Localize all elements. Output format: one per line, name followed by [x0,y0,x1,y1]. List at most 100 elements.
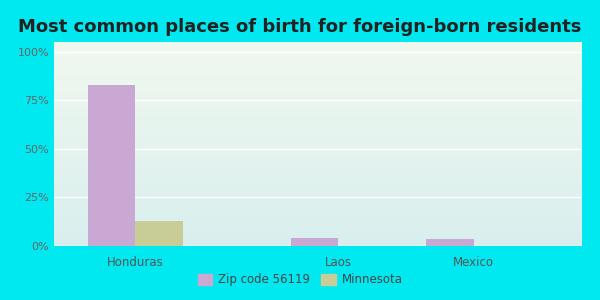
Bar [54,162,582,164]
Bar [54,167,582,169]
Bar [54,240,582,242]
Bar [54,67,582,68]
Bar [54,169,582,170]
Bar [54,119,582,122]
Bar [54,70,582,73]
Bar [54,140,582,142]
Bar [54,201,582,203]
Bar [54,156,582,158]
Bar [54,189,582,191]
Bar [54,81,582,83]
Bar [54,99,582,101]
Bar [54,116,582,118]
Bar [54,193,582,195]
Bar [54,132,582,134]
Bar [54,105,582,107]
Bar [54,175,582,177]
Bar [54,134,582,136]
Bar [54,77,582,79]
Bar [54,95,582,97]
Bar [54,148,582,150]
Bar [54,177,582,179]
Bar [54,209,582,211]
Bar [54,113,582,116]
Bar [54,205,582,207]
Bar [54,221,582,224]
Bar [135,221,182,246]
Bar [54,242,582,244]
Bar [54,191,582,193]
Bar [54,54,582,56]
Bar [54,46,582,48]
Bar [54,164,582,166]
Bar [54,207,582,209]
Bar [54,42,582,44]
Bar [54,213,582,215]
Bar [54,85,582,87]
Bar [54,89,582,91]
Bar [54,187,582,189]
Bar [54,130,582,132]
Bar [54,64,582,67]
Bar [54,103,582,105]
Bar [54,172,582,175]
Bar [54,91,582,93]
Bar [54,50,582,52]
Bar [54,56,582,58]
Bar [54,122,582,124]
Bar [54,128,582,130]
Bar [54,146,582,148]
Bar [88,85,135,246]
Bar [54,181,582,183]
Bar [54,68,582,70]
Bar [54,185,582,187]
Bar [54,93,582,95]
Bar [54,44,582,46]
Bar [54,136,582,138]
Bar [54,152,582,154]
Text: Most common places of birth for foreign-born residents: Most common places of birth for foreign-… [19,18,581,36]
Bar [54,215,582,217]
Bar [54,226,582,228]
Bar [54,179,582,181]
Bar [54,183,582,185]
Bar [54,238,582,240]
Bar [54,118,582,119]
Bar [54,87,582,89]
Bar [54,107,582,109]
Bar [54,160,582,162]
Bar [54,232,582,234]
Bar [54,73,582,75]
Bar [54,48,582,50]
Bar [54,197,582,199]
Bar [54,101,582,103]
Bar [54,52,582,54]
Bar [54,62,582,64]
Bar [54,79,582,81]
Bar [54,111,582,113]
Bar [54,228,582,230]
Bar [54,234,582,236]
Bar [54,244,582,246]
Bar [54,195,582,197]
Bar [54,220,582,221]
Bar [54,224,582,226]
Bar [54,170,582,172]
Bar [54,203,582,205]
Bar [54,138,582,140]
Bar [54,58,582,60]
Bar [54,150,582,152]
Bar [427,239,473,246]
Legend: Zip code 56119, Minnesota: Zip code 56119, Minnesota [193,269,407,291]
Bar [54,83,582,85]
Bar [54,230,582,232]
Bar [54,109,582,111]
Bar [54,236,582,238]
Bar [291,238,338,246]
Bar [54,97,582,99]
Bar [54,142,582,144]
Bar [54,211,582,213]
Bar [54,218,582,220]
Bar [54,144,582,146]
Bar [54,158,582,160]
